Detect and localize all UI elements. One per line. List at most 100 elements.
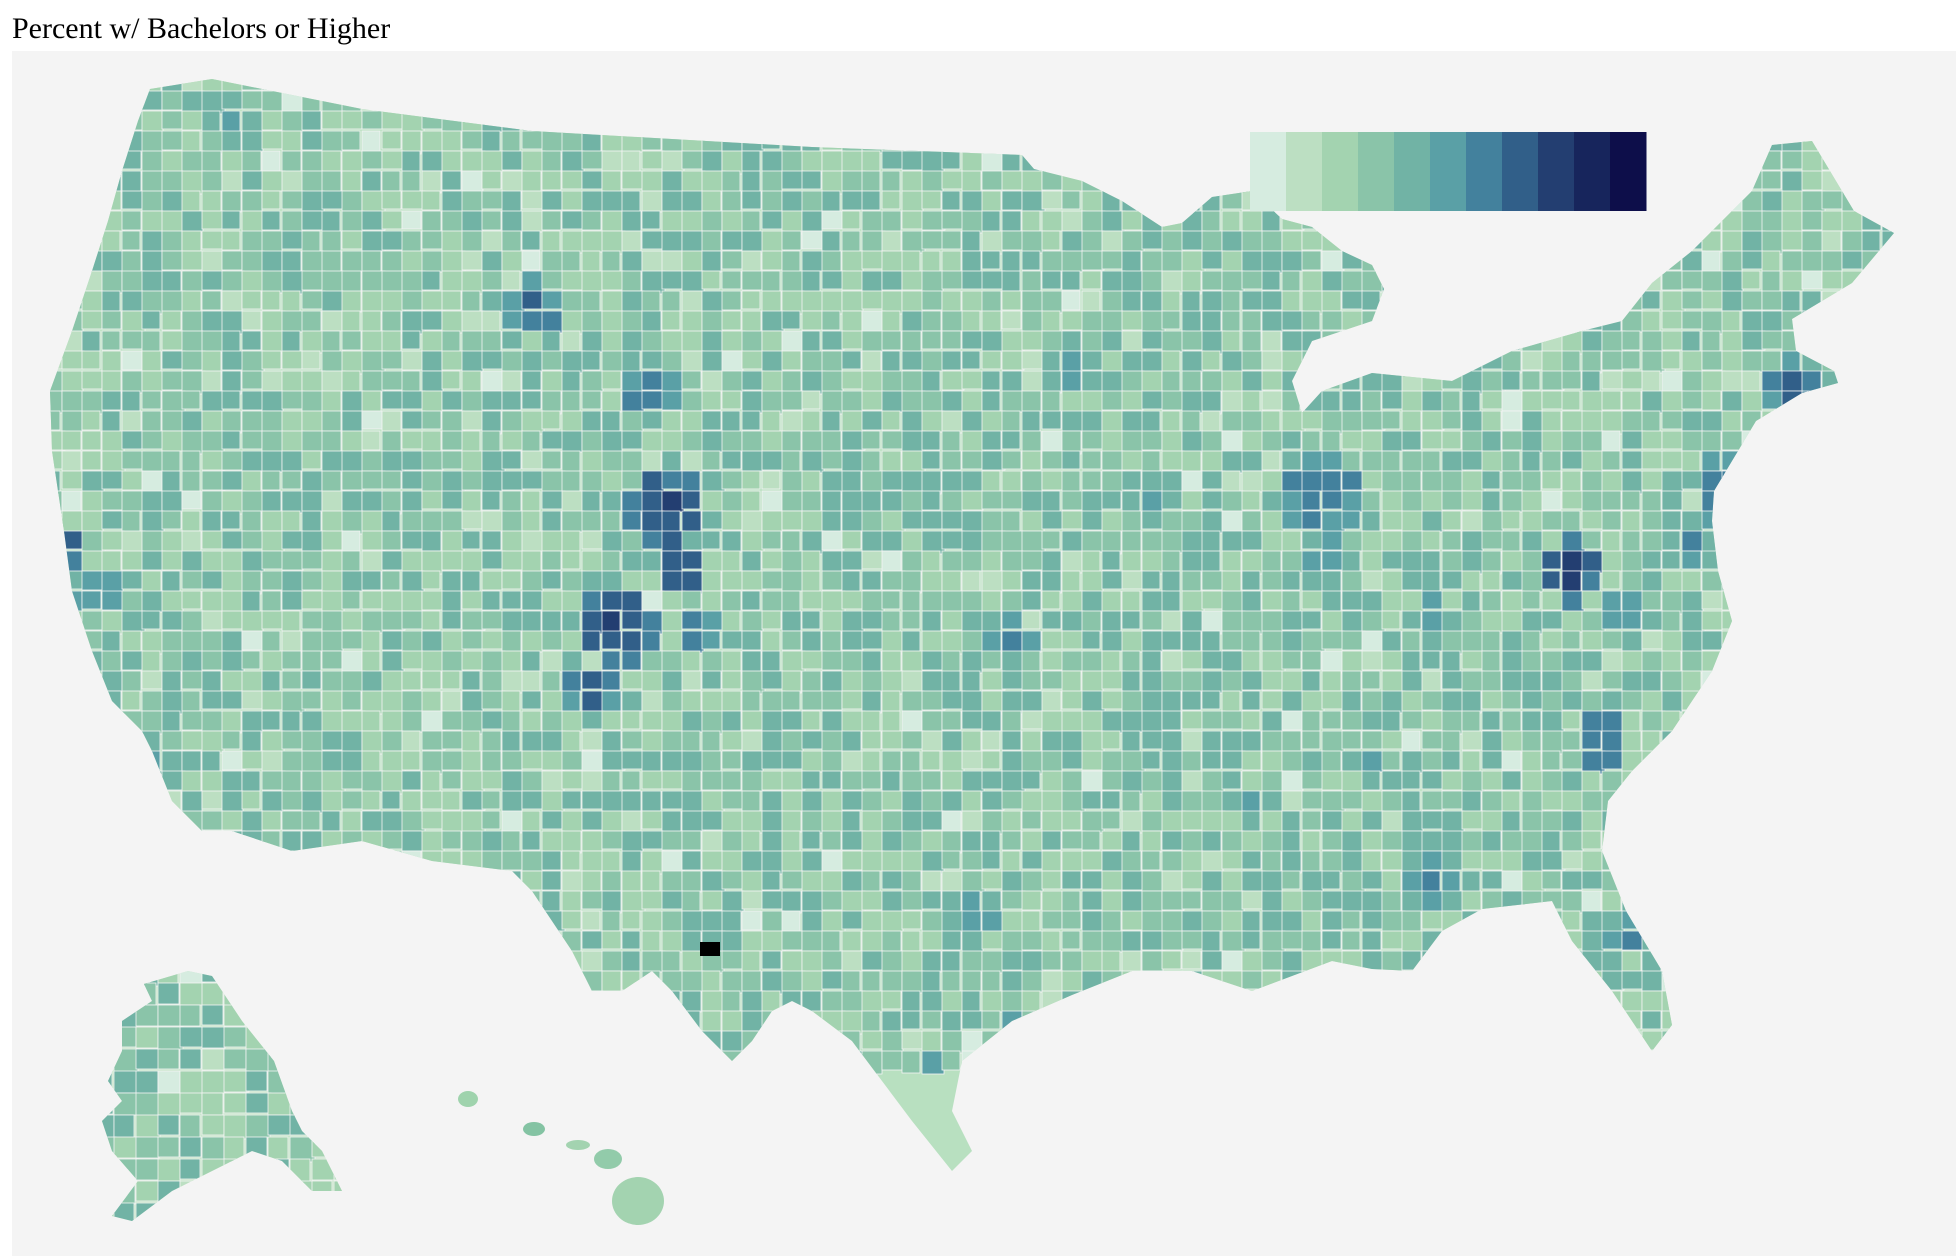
lower48-county [1341,530,1366,552]
lower48-county [1241,450,1266,472]
lower48-county [1721,410,1742,435]
lower48-county [1281,450,1302,471]
lower48-county [621,330,645,352]
lower48-county [481,150,504,174]
lower48-county [1121,370,1145,393]
lower48-county [1261,710,1284,734]
lower48-county [1661,570,1684,595]
lower48-county [1781,790,1806,813]
lower48-county [1001,570,1022,591]
lower48-county [1041,590,1061,610]
lower48-county [361,170,382,193]
lower48-county [1201,770,1225,795]
lower48-county [1181,290,1201,314]
lower48-county [361,190,386,213]
lower48-county [921,650,946,671]
lower48-county [1041,430,1066,453]
lower48-county [241,79,264,91]
lower48-county [1041,650,1065,671]
lower48-county [781,570,804,592]
lower48-county [1721,530,1742,551]
lower48-county [1001,930,1026,953]
lower48-county [1081,390,1104,414]
lower48-county [1061,450,1081,470]
lower48-county [1261,730,1283,753]
lower48-county [1181,890,1202,910]
lower48-county [181,270,205,293]
lower48-county [941,310,966,332]
lower48-county [1741,550,1761,575]
lower48-county [701,110,722,131]
lower48-county [501,930,522,951]
lower48-county [761,710,785,732]
lower48-county [81,550,104,572]
lower48-county [1281,970,1306,992]
lower48-county [1581,870,1604,890]
lower48-county [1661,750,1682,772]
lower48-county [741,730,764,752]
lower48-county [1881,730,1894,750]
lower48-county [341,490,363,515]
lower48-county [81,970,104,991]
lower48-county [421,90,444,115]
lower48-county [781,610,802,632]
lower48-county [1601,710,1624,733]
lower48-county [81,830,102,852]
alaska-county [135,1026,159,1049]
lower48-county [601,90,621,113]
lower48-county [1181,570,1202,592]
lower48-county [921,610,942,634]
lower48-county [921,79,943,90]
lower48-county [521,750,546,770]
lower48-county [101,750,123,772]
lower48-county [561,730,581,754]
lower48-county [1801,150,1824,175]
lower48-county [1441,970,1461,995]
lower48-county [1141,1010,1163,1030]
lower48-county [1081,510,1105,531]
lower48-county [1201,79,1225,93]
lower48-county [961,430,986,455]
lower48-county [621,470,644,490]
lower48-county [1041,530,1061,550]
lower48-county [581,910,601,931]
lower48-county [221,850,241,870]
lower48-county [1801,190,1826,212]
lower48-county [1701,410,1726,434]
highlighted-county[interactable] [700,942,720,956]
lower48-county [821,690,843,711]
lower48-county [601,170,622,195]
lower48-county [50,210,66,231]
lower48-county [1421,330,1443,353]
lower48-county [1501,450,1521,472]
lower48-county [561,330,581,352]
lower48-county [881,1050,903,1071]
lower48-county [1181,810,1205,831]
lower48-county [1221,210,1241,234]
lower48-county [1101,190,1121,213]
lower48-county [1141,490,1163,514]
lower48-county [441,450,463,470]
lower48-county [341,1010,362,1034]
lower48-county [461,1050,486,1075]
lower48-county [1141,270,1163,295]
lower48-county [1121,530,1142,555]
lower48-county [1841,610,1866,633]
lower48-county [681,470,701,492]
lower48-county [1881,610,1894,631]
lower48-county [481,250,503,272]
lower48-county [261,230,283,254]
lower48-county [1081,250,1105,271]
lower48-county [1561,690,1583,711]
lower48-county [841,690,863,710]
lower48-county [1321,530,1346,551]
lower48-county [1041,150,1061,173]
lower48-county [1581,770,1601,793]
lower48-county [1881,530,1894,552]
lower48-county [1721,630,1742,650]
lower48-county [881,190,901,210]
lower48-county [1761,410,1783,430]
lower48-county [1021,530,1046,554]
lower48-county [221,390,241,410]
lower48-county [1821,710,1846,731]
